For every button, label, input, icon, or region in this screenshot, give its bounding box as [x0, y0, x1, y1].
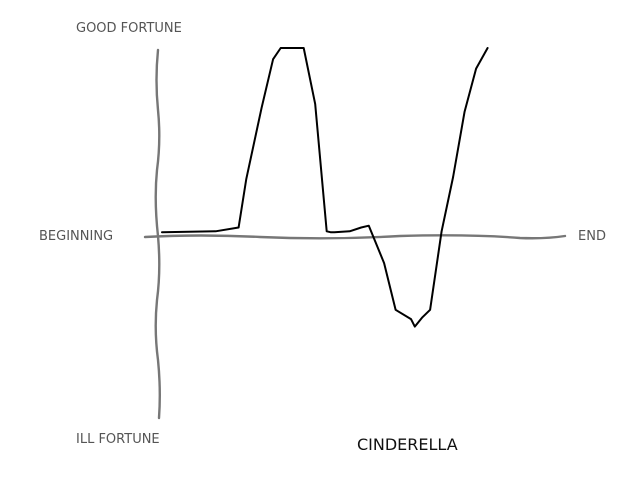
x-axis-left-label: BEGINNING: [39, 229, 113, 244]
y-axis-bottom-label: ILL FORTUNE: [76, 432, 160, 447]
y-axis-top-label: GOOD FORTUNE: [76, 21, 182, 36]
x-axis-line: [143, 234, 567, 240]
fortune-series-line: [161, 47, 489, 328]
chart-title: CINDERELLA: [357, 435, 458, 454]
series-layer: [161, 47, 489, 328]
y-axis-line: [154, 48, 161, 420]
x-axis-right-label: END: [578, 229, 606, 244]
